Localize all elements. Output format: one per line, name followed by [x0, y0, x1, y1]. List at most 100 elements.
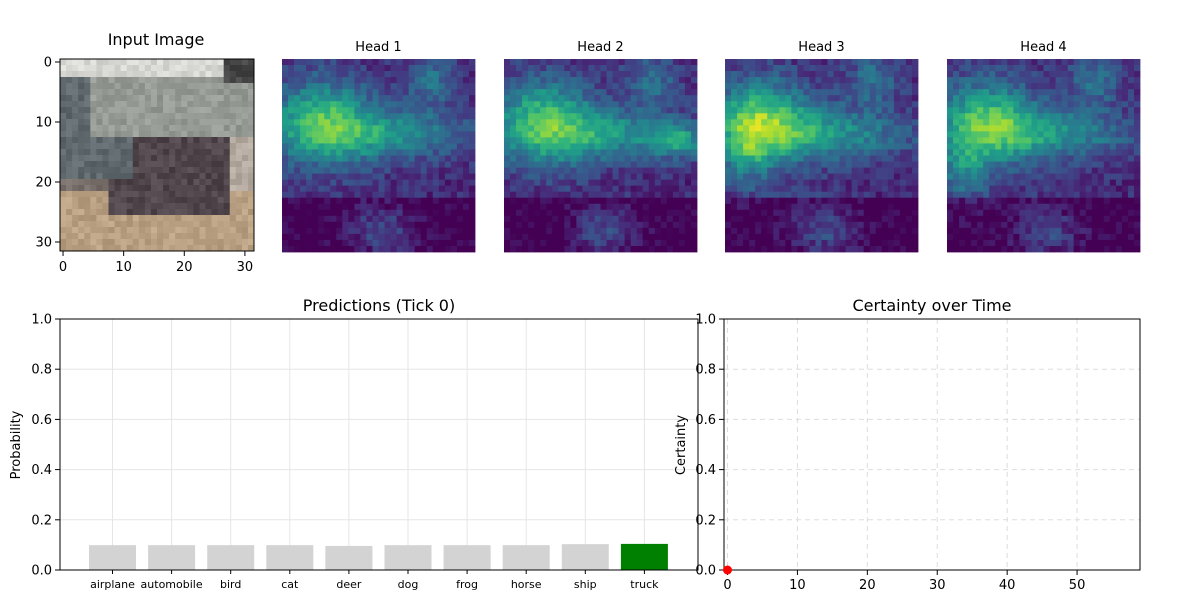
head-cell [372, 119, 379, 126]
head-cell [815, 179, 822, 187]
head-cell [282, 143, 289, 150]
input-pixel [181, 227, 188, 234]
head-cell [570, 83, 577, 90]
head-cell [1001, 59, 1008, 66]
head-cell [773, 131, 780, 138]
head-cell [1067, 119, 1075, 126]
head-cell [893, 83, 901, 90]
head-cell [684, 203, 692, 211]
head-cell [372, 203, 379, 211]
head-cell [336, 245, 343, 253]
head-cell [666, 191, 674, 199]
input-pixel [132, 221, 140, 228]
input-pixel [217, 143, 225, 150]
head-cell [432, 239, 440, 247]
input-pixel [187, 77, 194, 84]
head-cell [630, 71, 638, 78]
input-pixel [96, 185, 103, 192]
input-pixel [193, 185, 200, 192]
head-cell [456, 209, 464, 217]
head-cell [911, 161, 919, 168]
head-cell [947, 71, 954, 78]
head-cell [899, 119, 907, 126]
head-cell [462, 113, 470, 120]
head-cell [779, 77, 786, 84]
input-pixel [126, 215, 134, 222]
head-cell [1097, 155, 1105, 162]
head-cell [743, 161, 750, 168]
head-cell [336, 209, 343, 217]
head-cell [408, 65, 416, 72]
head-cell [989, 209, 996, 217]
input-pixel [241, 59, 249, 66]
head-cell [731, 137, 738, 144]
head-cell [294, 203, 301, 211]
head-cell [737, 71, 744, 78]
head-cell [869, 239, 877, 247]
head-cell [1109, 125, 1117, 132]
head-cell [731, 239, 738, 247]
head-cell [342, 233, 349, 241]
head-cell [528, 221, 535, 229]
head-cell [815, 71, 822, 78]
head-cell [755, 209, 762, 217]
head-cell [887, 125, 895, 132]
head-cell [294, 95, 301, 102]
head-cell [630, 59, 638, 66]
head-cell [648, 179, 656, 187]
input-pixel [114, 59, 122, 66]
head-cell [570, 113, 577, 120]
head-cell [1043, 191, 1050, 199]
input-pixel [229, 227, 237, 234]
head-cell [384, 233, 391, 241]
head-cell [444, 137, 452, 144]
head-cell [312, 221, 319, 229]
head-cell [827, 227, 834, 235]
head-cell [552, 185, 559, 193]
head-cell [953, 197, 960, 205]
head-cell [630, 233, 638, 241]
input-pixel [169, 239, 176, 246]
head-cell [552, 143, 559, 150]
head-cell [1079, 191, 1087, 199]
input-pixel [229, 89, 237, 96]
head-cell [971, 95, 978, 102]
head-cell [444, 179, 452, 187]
head-cell [594, 107, 601, 114]
head-cell [833, 113, 840, 120]
head-cell [953, 173, 960, 181]
head-cell [845, 137, 853, 144]
input-pixel [132, 59, 140, 66]
head-cell [642, 161, 650, 168]
head-cell [318, 155, 325, 162]
head-cell [390, 173, 397, 181]
head-cell [1103, 101, 1111, 108]
input-pixel [90, 179, 97, 186]
input-pixel [223, 125, 231, 132]
head-cell [684, 95, 692, 102]
head-cell [839, 101, 847, 108]
head-cell [624, 215, 632, 223]
head-cell [312, 65, 319, 72]
head-cell [654, 89, 662, 96]
input-pixel [157, 89, 164, 96]
head-cell [995, 137, 1002, 144]
head-cell [725, 227, 732, 235]
head-cell [588, 71, 595, 78]
input-pixel [72, 95, 79, 102]
head-cell [827, 215, 834, 223]
head-cell [432, 185, 440, 193]
head-cell [360, 197, 367, 205]
head-cell [1007, 107, 1014, 114]
head-cell [767, 101, 774, 108]
head-cell [408, 161, 416, 168]
input-pixel [66, 113, 73, 120]
head-cell [300, 215, 307, 223]
head-cell [875, 113, 883, 120]
head-cell [468, 113, 476, 120]
head-cell [1091, 95, 1099, 102]
head-cell [318, 185, 325, 193]
input-pixel [211, 155, 219, 162]
head-cell [648, 239, 656, 247]
